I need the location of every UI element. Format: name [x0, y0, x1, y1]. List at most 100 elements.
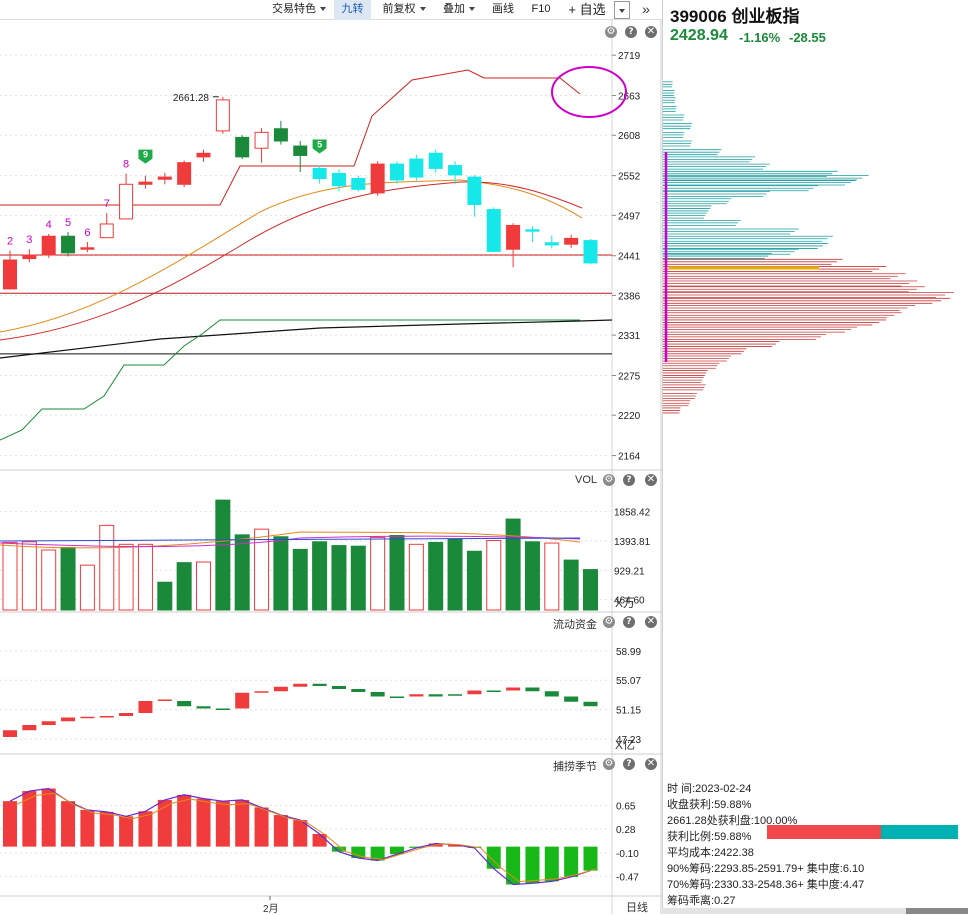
candle-body — [80, 247, 95, 250]
vol-y-tick-label: 1858.42 — [614, 508, 651, 519]
add-watchlist-button[interactable]: + 自选 — [560, 0, 614, 20]
flow-bar — [506, 687, 521, 691]
period-label[interactable]: 日线 — [626, 902, 648, 914]
stock-change: -28.55 — [789, 30, 826, 45]
volume-bar — [408, 543, 424, 611]
stock-title: 399006 创业板指 — [670, 7, 800, 26]
season-settings-icon[interactable]: ⚙ — [603, 758, 615, 770]
volume-bar — [428, 541, 444, 611]
draw-line-button[interactable]: 画线 — [484, 0, 522, 20]
season-bar — [409, 846, 424, 848]
season-bar — [544, 846, 559, 882]
cyq-row-chip-deviation: 筹码乖离:0.27 — [667, 895, 736, 907]
add-watchlist-label: + 自选 — [568, 2, 606, 17]
candle-body — [157, 176, 172, 180]
double-chevron-right-icon[interactable]: » — [642, 1, 650, 17]
y-tick-label: 2164 — [618, 452, 641, 463]
candle-body — [331, 172, 346, 187]
y-tick-label: 2497 — [618, 211, 641, 222]
vol-y-tick-label: 464.60 — [614, 596, 645, 607]
ma-orange-line — [0, 179, 583, 333]
nine-turn-button[interactable]: 九转 — [334, 0, 371, 20]
overlay-label: 叠加 — [443, 3, 465, 15]
vol-help-icon[interactable]: ? — [623, 474, 635, 486]
flow-bar — [22, 725, 37, 731]
flow-bar — [583, 701, 598, 707]
season-line-purple — [9, 787, 591, 886]
horizontal-scrollbar[interactable] — [662, 908, 968, 914]
flow-y-tick-label: 55.07 — [616, 676, 641, 687]
annotation-ellipse — [551, 66, 627, 118]
flow-close-icon[interactable]: ✕ — [645, 616, 657, 628]
candle-body — [525, 229, 540, 232]
candle-body — [22, 254, 37, 260]
td-count-label: 3 — [26, 234, 32, 246]
chip-distribution-chart — [663, 81, 954, 414]
trade-features-dropdown[interactable]: 交易特色 — [264, 0, 334, 20]
vol-y-tick-label: 929.21 — [614, 566, 645, 577]
volume-bar — [2, 541, 18, 611]
season-close-icon[interactable]: ✕ — [645, 758, 657, 770]
season-bar — [370, 846, 385, 861]
volume-bar — [544, 542, 560, 611]
flow-bar — [486, 690, 501, 692]
vol-panel-title: VOL — [575, 474, 598, 486]
candle-body — [448, 165, 463, 176]
flow-bar — [273, 686, 288, 692]
cyq-value: 100.00% — [753, 815, 798, 827]
cyq-label: 获利比例 — [667, 831, 711, 843]
candle-body — [390, 163, 404, 181]
vol-settings-icon[interactable]: ⚙ — [603, 474, 615, 486]
season-bar — [80, 810, 95, 847]
upper-band-line — [0, 69, 581, 206]
season-bar — [486, 846, 501, 869]
volume-bar — [331, 545, 347, 611]
td-count-label: 5 — [65, 217, 71, 229]
candle-body — [428, 152, 443, 169]
chart-area[interactable]: 2719266326082552249724412386233122752220… — [0, 0, 662, 914]
season-bar — [215, 801, 230, 847]
candle-body — [273, 128, 288, 142]
candle-body — [177, 162, 192, 185]
main-panel-help-icon[interactable]: ? — [625, 26, 637, 38]
forward-adjust-dropdown[interactable]: 前复权 — [374, 0, 434, 20]
flow-bar — [235, 692, 250, 709]
volume-bar — [60, 546, 76, 611]
overlay-dropdown[interactable]: 叠加 — [434, 0, 484, 20]
flow-help-icon[interactable]: ? — [623, 616, 635, 628]
watchlist-dropdown-button[interactable] — [614, 1, 630, 19]
volume-bar — [273, 536, 289, 611]
draw-line-label: 画线 — [492, 3, 514, 15]
volume-bar — [41, 549, 57, 611]
season-bar — [293, 820, 308, 847]
candle-body — [486, 209, 501, 252]
season-help-icon[interactable]: ? — [623, 758, 635, 770]
scrollbar-thumb[interactable] — [906, 908, 968, 914]
season-panel-title: 捕捞季节 — [553, 761, 597, 773]
f10-button[interactable]: F10 — [524, 0, 558, 20]
cyq-row-avg-cost: 平均成本:2422.38 — [667, 847, 754, 859]
flow-bar — [525, 687, 540, 692]
td-nine-badge — [138, 149, 153, 164]
stock-change-pct: -1.16% — [739, 30, 781, 45]
td-count-label: 6 — [84, 227, 90, 239]
cyq-row-price-profit: 2661.28处获利盘:100.00% — [667, 815, 798, 827]
flow-bar — [215, 708, 230, 710]
flow-bar — [351, 689, 366, 692]
lower-band-line — [0, 319, 580, 441]
flow-bar — [3, 730, 17, 737]
nine-turn-label: 九转 — [341, 3, 364, 15]
season-bar — [196, 798, 211, 847]
y-tick-label: 2220 — [618, 411, 641, 422]
cyq-row-90-chips: 90%筹码:2293.85-2591.79+ 集中度:6.10 — [667, 863, 865, 875]
vol-close-icon[interactable]: ✕ — [645, 474, 657, 486]
main-panel-settings-icon[interactable]: ⚙ — [605, 26, 617, 38]
flow-bar — [370, 692, 385, 697]
td-five-label: 5 — [317, 140, 322, 150]
volume-bar — [99, 524, 115, 611]
forward-adjust-label: 前复权 — [382, 3, 416, 15]
vol-y-tick-label: 1393.81 — [614, 537, 651, 548]
main-panel-close-icon[interactable]: ✕ — [645, 26, 657, 38]
volume-bar — [137, 543, 153, 611]
flow-settings-icon[interactable]: ⚙ — [603, 616, 615, 628]
